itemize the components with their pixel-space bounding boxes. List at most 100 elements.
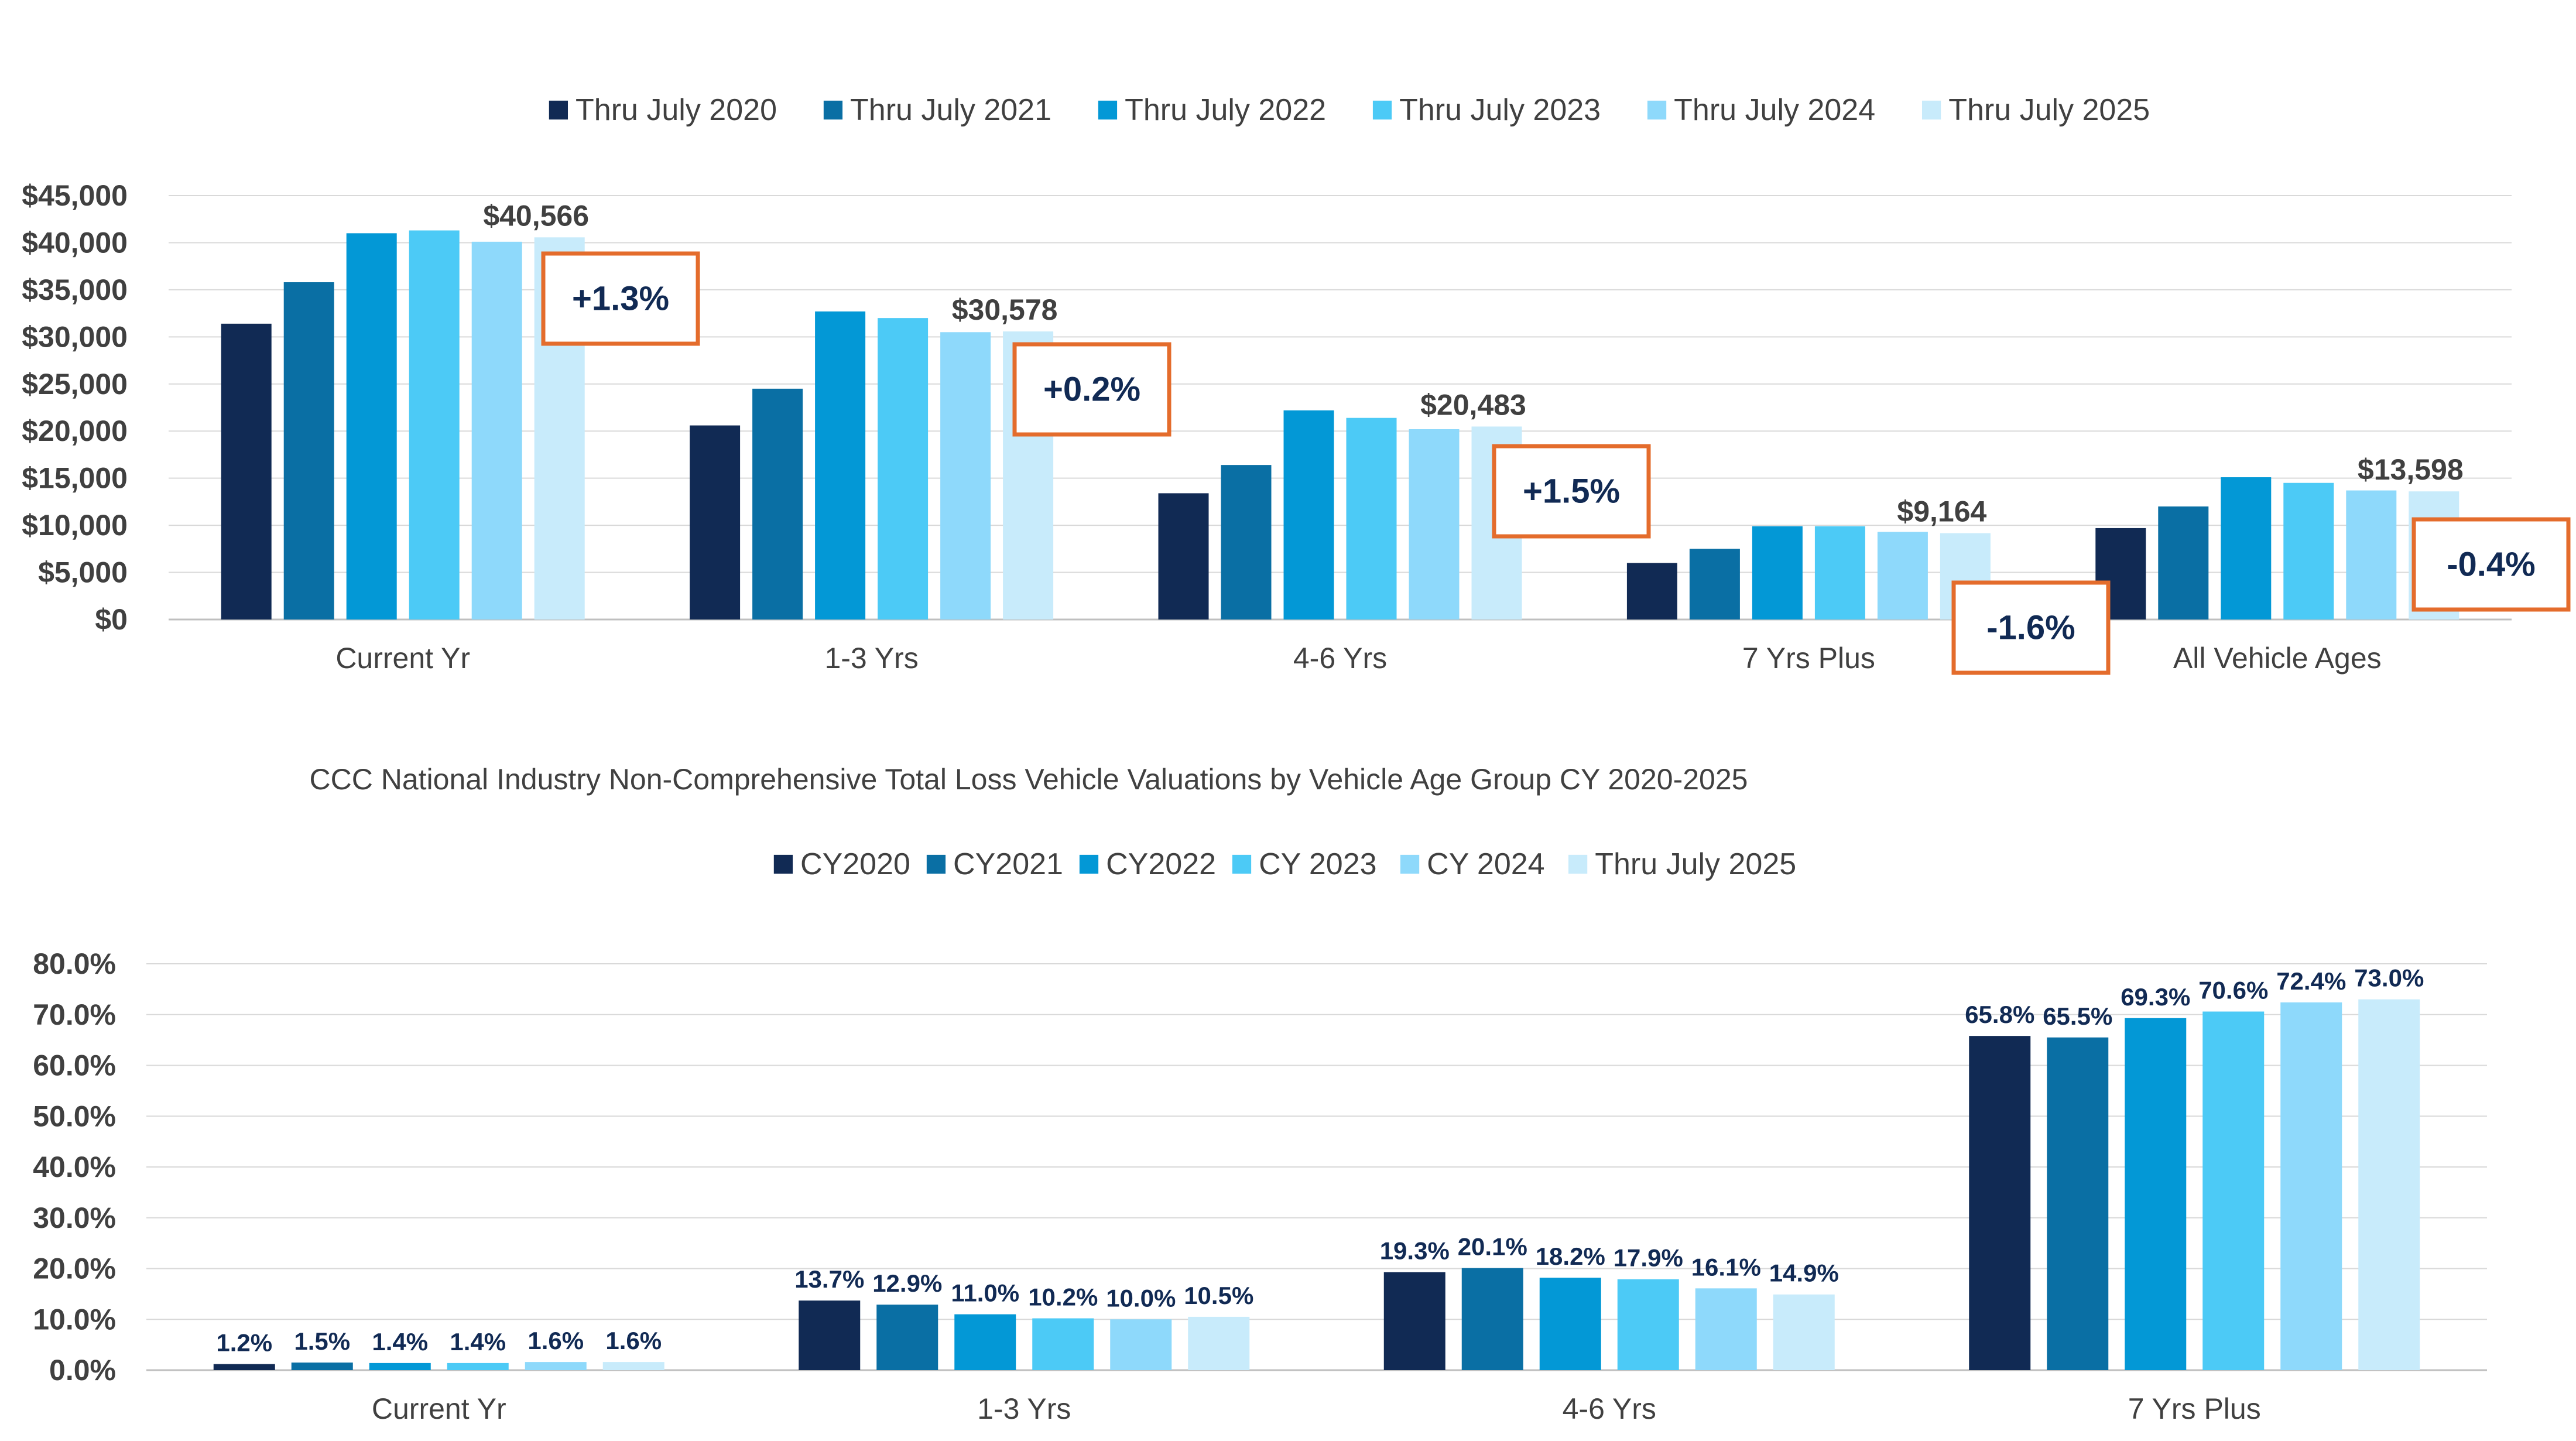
data-label-cy2022-1-3-yrs: 11.0% [951,1279,1019,1307]
y-tick-label: $5,000 [38,556,128,589]
legend-label-cy-2024: CY 2024 [1427,847,1544,881]
bar-cy-2024-current-yr [525,1362,587,1370]
change-label: -0.4% [2447,546,2536,584]
x-tick-label-4-6-yrs: 4-6 Yrs [1563,1392,1656,1425]
data-label-cy2021-7-yrs-plus: 65.5% [2043,1002,2112,1030]
y-tick-label: $45,000 [22,179,128,212]
legend-swatch-thru-july-2021 [823,100,843,120]
bar-cy2022-current-yr [369,1363,431,1370]
bar-thru-july-2022-7-yrs-plus [1752,526,1803,619]
data-label-cy2021-current-yr: 1.5% [294,1327,350,1355]
legend-swatch-thru-july-2025 [1921,100,1941,120]
legend: Thru July 2020 Thru July 2021 Thru July 20… [549,93,2150,127]
legend-swatch-cy2021 [926,854,946,874]
legend-label-cy-2023: CY 2023 [1259,847,1376,881]
bar-thru-july-2024-4-6-yrs [1409,429,1460,619]
y-tick-label: 20.0% [33,1252,116,1285]
bar-thru-july-2025-1-3-yrs [1188,1316,1250,1370]
legend-label-thru-july-2020: Thru July 2020 [576,93,777,127]
legend-swatch-cy-2023 [1232,854,1252,874]
bar-thru-july-2023-current-yr [409,230,460,619]
bar-cy-2023-4-6-yrs [1617,1279,1679,1370]
callout-box [541,251,700,346]
y-tick-label: $15,000 [22,462,128,495]
bar-thru-july-2022-4-6-yrs [1283,410,1334,619]
legend-swatch-thru-july-2025 [1568,854,1588,874]
bar-thru-july-2024-7-yrs-plus [1877,532,1928,619]
x-tick-label-7-yrs-plus: 7 Yrs Plus [1742,642,1875,675]
data-label-cy-2023-current-yr: 1.4% [450,1328,506,1356]
legend-swatch-cy2022 [1079,854,1099,874]
data-label-7-yrs-plus: $9,164 [1897,495,1986,528]
legend-label-thru-july-2021: Thru July 2021 [850,93,1051,127]
data-label-cy2020-4-6-yrs: 19.3% [1380,1237,1450,1265]
bar-cy2022-1-3-yrs [954,1314,1016,1370]
data-label-cy-2024-current-yr: 1.6% [527,1327,584,1354]
y-tick-label: 80.0% [33,947,116,980]
bar-thru-july-2020-current-yr [221,323,272,619]
legend-label-thru-july-2025: Thru July 2025 [1595,847,1796,881]
bar-thru-july-2024-1-3-yrs [940,332,991,619]
bar-thru-july-2024-current-yr [471,241,522,619]
bar-cy2021-current-yr [291,1362,353,1370]
bar-thru-july-2025-4-6-yrs [1773,1294,1835,1370]
legend-label-cy2021: CY2021 [953,847,1063,881]
legend-label-thru-july-2025: Thru July 2025 [1948,93,2150,127]
data-label-thru-july-2025-4-6-yrs: 14.9% [1769,1259,1839,1287]
data-label-thru-july-2025-current-yr: 1.6% [605,1327,662,1354]
change-label: +1.3% [572,280,669,318]
x-tick-label-7-yrs-plus: 7 Yrs Plus [2128,1392,2261,1425]
bar-cy2022-4-6-yrs [1539,1278,1601,1370]
y-tick-label: 40.0% [33,1151,116,1183]
bar-thru-july-2020-4-6-yrs [1158,493,1209,619]
y-tick-label: 0.0% [49,1354,116,1387]
bar-thru-july-2021-7-yrs-plus [1689,549,1740,619]
bar-cy-2024-4-6-yrs [1695,1288,1757,1370]
data-label-cy2022-4-6-yrs: 18.2% [1536,1243,1605,1270]
legend-swatch-thru-july-2020 [549,100,568,120]
legend-label-thru-july-2024: Thru July 2024 [1674,93,1875,127]
x-tick-label-1-3-yrs: 1-3 Yrs [977,1392,1071,1425]
bar-cy2020-current-yr [213,1364,275,1370]
legend-label-thru-july-2023: Thru July 2023 [1399,93,1601,127]
callout-box [2411,517,2571,612]
bar-thru-july-2024-all-vehicle-ages [2346,490,2397,619]
legend-label-cy2020: CY2020 [800,847,910,881]
y-tick-label: $35,000 [22,273,128,306]
change-label: +0.2% [1043,371,1140,409]
data-label-thru-july-2025-7-yrs-plus: 73.0% [2354,964,2424,992]
y-tick-label: 10.0% [33,1303,116,1336]
data-label-current-yr: $40,566 [483,199,589,232]
bar-cy-2024-7-yrs-plus [2280,1002,2342,1370]
bar-thru-july-2023-all-vehicle-ages [2283,482,2334,619]
chart-title: CCC National Industry Non-Comprehensive … [310,763,1748,796]
bar-cy-2023-current-yr [447,1363,509,1370]
bar-cy2020-1-3-yrs [799,1300,861,1370]
callout-box [1492,444,1651,539]
bar-thru-july-2022-all-vehicle-ages [2221,477,2272,619]
data-label-cy2021-4-6-yrs: 20.1% [1458,1233,1527,1261]
legend-swatch-cy-2024 [1400,854,1420,874]
bar-thru-july-2020-1-3-yrs [690,425,741,619]
callout-box [1951,580,2111,675]
legend-swatch-thru-july-2023 [1372,100,1392,120]
change-callout-all-vehicle-ages: -0.4% [2411,517,2571,612]
bar-cy2021-7-yrs-plus [2047,1037,2109,1370]
x-tick-label-1-3-yrs: 1-3 Yrs [824,642,918,675]
y-tick-label: 50.0% [33,1100,116,1132]
data-label-cy2020-1-3-yrs: 13.7% [794,1265,864,1293]
x-tick-label-current-yr: Current Yr [335,642,470,675]
legend-swatch-thru-july-2024 [1647,100,1667,120]
x-tick-label-4-6-yrs: 4-6 Yrs [1293,642,1387,675]
age-group-share-chart: CCC National Industry Non-Comprehensive … [33,763,2487,1425]
bar-thru-july-2022-current-yr [346,233,397,619]
vehicle-valuation-chart: Thru July 2020 Thru July 2021 Thru July 20… [22,93,2571,675]
y-tick-label: 70.0% [33,998,116,1031]
change-label: -1.6% [1986,609,2075,647]
bar-cy-2024-1-3-yrs [1110,1319,1172,1370]
data-label-1-3-yrs: $30,578 [952,293,1058,326]
bar-thru-july-2021-4-6-yrs [1221,465,1272,619]
bar-thru-july-2021-1-3-yrs [752,388,803,619]
bar-thru-july-2021-all-vehicle-ages [2158,506,2209,619]
